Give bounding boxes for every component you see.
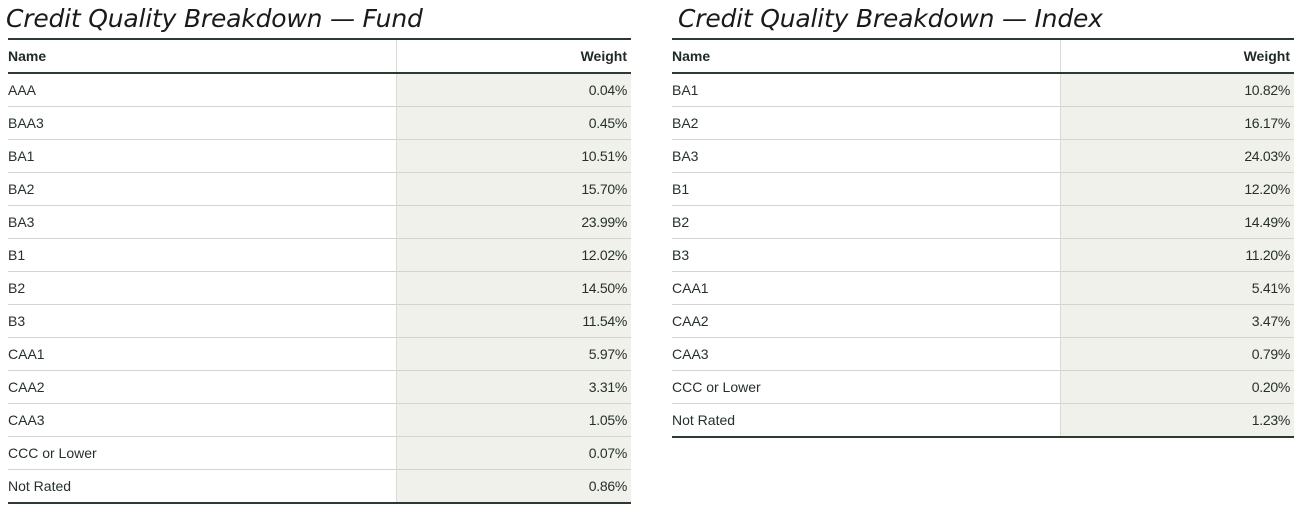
table-row: BA3 23.99%: [8, 205, 631, 239]
weight-value-cell: 12.20%: [1059, 172, 1294, 206]
weight-value-cell: 0.86%: [395, 469, 631, 503]
table-row: BA1 10.51%: [8, 139, 631, 173]
table-row: BA2 16.17%: [672, 106, 1294, 140]
weight-value-cell: 3.31%: [395, 370, 631, 404]
rating-name-cell: B1: [8, 238, 396, 272]
rating-name-cell: CAA3: [672, 337, 1060, 371]
fund-table-title: Credit Quality Breakdown — Fund: [6, 4, 423, 33]
table-row: BA3 24.03%: [672, 139, 1294, 173]
rating-name-cell: BA2: [8, 172, 396, 206]
rating-name-cell: B3: [672, 238, 1060, 272]
table-row: BA2 15.70%: [8, 172, 631, 206]
rating-name-cell: CCC or Lower: [8, 436, 396, 470]
rating-name-cell: B3: [8, 304, 396, 338]
table-row: Not Rated 0.86%: [8, 469, 631, 503]
table-row: B3 11.54%: [8, 304, 631, 338]
weight-value-cell: 10.51%: [395, 139, 631, 173]
rating-name-cell: BAA3: [8, 106, 396, 140]
weight-value-cell: 0.79%: [1059, 337, 1294, 371]
rating-name-cell: BA2: [672, 106, 1060, 140]
rating-name-cell: Not Rated: [8, 469, 396, 503]
weight-value-cell: 14.49%: [1059, 205, 1294, 239]
fund-credit-quality-panel: Credit Quality Breakdown — Fund Name Wei…: [6, 0, 631, 504]
weight-value-cell: 3.47%: [1059, 304, 1294, 338]
rating-name-cell: BA1: [672, 82, 699, 98]
weight-value-cell: 0.07%: [395, 436, 631, 470]
table-row: Not Rated 1.23%: [672, 403, 1294, 437]
rating-name-cell: CAA2: [672, 304, 1060, 338]
table-row: CCC or Lower 0.20%: [672, 370, 1294, 404]
table-row: B1 12.20%: [672, 172, 1294, 206]
rating-name-cell: CAA2: [8, 370, 396, 404]
weight-value-cell: 1.05%: [395, 403, 631, 437]
name-column-header: Name: [672, 39, 1060, 74]
rating-name-cell: B2: [8, 271, 396, 305]
weight-value-cell: 23.99%: [395, 205, 631, 239]
table-row: CAA2 3.31%: [8, 370, 631, 404]
weight-value-cell: 15.70%: [395, 172, 631, 206]
rating-name-cell: B1: [672, 172, 1060, 206]
rating-name-cell: BA1: [8, 139, 396, 173]
table-row: CAA1 5.97%: [8, 337, 631, 371]
rating-name-cell: CCC or Lower: [672, 370, 1060, 404]
name-column-header: Name: [8, 39, 396, 74]
rating-name-cell: CAA3: [8, 403, 396, 437]
weight-value-cell: 5.41%: [1059, 271, 1294, 305]
index-table-title: Credit Quality Breakdown — Index: [678, 4, 1103, 33]
index-credit-quality-table: Name Weight BA1 10.82% BA2 16.17% BA3 24.03% B…: [672, 38, 1294, 438]
table-row: CAA3 0.79%: [672, 337, 1294, 371]
weight-value-cell: 5.97%: [395, 337, 631, 371]
rating-name-cell: CAA1: [672, 271, 1060, 305]
weight-value-cell: 11.20%: [1059, 238, 1294, 272]
table-row: CAA1 5.41%: [672, 271, 1294, 305]
table-row: CAA3 1.05%: [8, 403, 631, 437]
table-row: BAA3 0.45%: [8, 106, 631, 140]
weight-value-cell: 14.50%: [395, 271, 631, 305]
weight-value-cell: 10.82%: [1059, 73, 1294, 107]
table-row: AAA 0.04%: [8, 73, 631, 107]
rating-name-cell: BA3: [672, 139, 1060, 173]
table-row: B1 12.02%: [8, 238, 631, 272]
table-row: B3 11.20%: [672, 238, 1294, 272]
weight-value-cell: 11.54%: [395, 304, 631, 338]
rating-name-cell: AAA: [8, 82, 37, 98]
weight-value-cell: 1.23%: [1059, 403, 1294, 437]
fund-credit-quality-table: Name Weight AAA 0.04% BAA3 0.45% BA1 10.51% BA…: [8, 38, 631, 504]
weight-value-cell: 24.03%: [1059, 139, 1294, 173]
table-row: B2 14.50%: [8, 271, 631, 305]
weight-value-cell: 0.20%: [1059, 370, 1294, 404]
table-header-row: Name Weight: [8, 39, 631, 74]
table-header-row: Name Weight: [672, 39, 1294, 74]
weight-value-cell: 0.04%: [395, 73, 631, 107]
table-row: B2 14.49%: [672, 205, 1294, 239]
rating-name-cell: CAA1: [8, 337, 396, 371]
weight-value-cell: 0.45%: [395, 106, 631, 140]
rating-name-cell: Not Rated: [672, 403, 1060, 437]
weight-column-header: Weight: [395, 39, 631, 74]
weight-value-cell: 16.17%: [1059, 106, 1294, 140]
index-credit-quality-panel: Credit Quality Breakdown — Index Name We…: [672, 0, 1294, 438]
table-row: CAA2 3.47%: [672, 304, 1294, 338]
rating-name-cell: BA3: [8, 205, 396, 239]
table-row: BA1 10.82%: [672, 73, 1294, 107]
table-row: CCC or Lower 0.07%: [8, 436, 631, 470]
rating-name-cell: B2: [672, 205, 1060, 239]
weight-column-header: Weight: [1059, 39, 1294, 74]
weight-value-cell: 12.02%: [395, 238, 631, 272]
